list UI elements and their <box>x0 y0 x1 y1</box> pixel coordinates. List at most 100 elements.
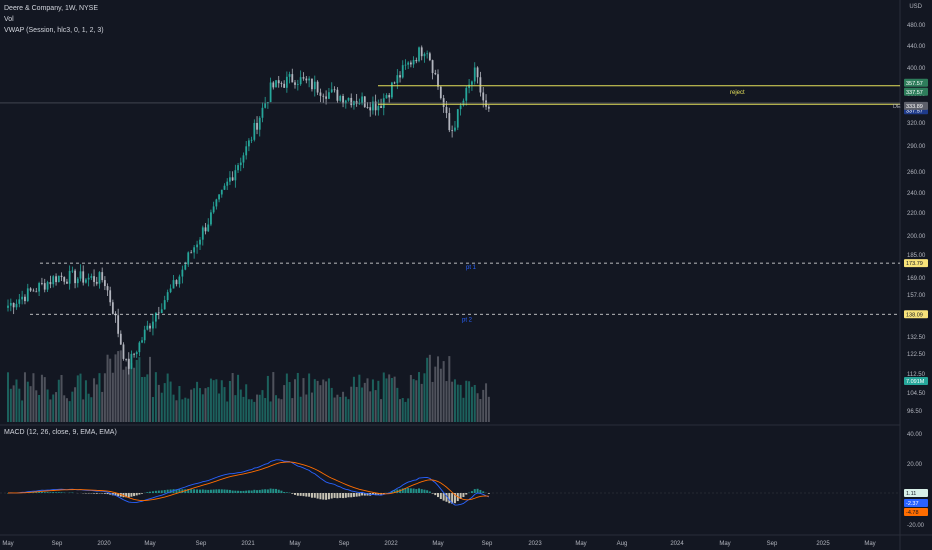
macd-histogram-bar <box>187 489 190 493</box>
volume-bar <box>333 397 336 422</box>
volume-bar <box>431 381 434 422</box>
tag-level-top-text: 357.57 <box>906 81 923 87</box>
candle-body <box>445 106 448 114</box>
candle-body <box>374 101 377 111</box>
candle-body <box>87 277 90 280</box>
macd-histogram-bar <box>166 489 169 493</box>
time-tick-label: May <box>432 541 443 547</box>
volume-bar <box>114 354 117 422</box>
candle-body <box>9 302 12 306</box>
candle-body <box>253 122 256 140</box>
volume-bar <box>218 393 221 422</box>
candle-body <box>218 194 220 200</box>
candle-body <box>308 78 311 81</box>
candle-body <box>302 77 305 79</box>
volume-bar <box>187 398 190 422</box>
volume-bar <box>247 399 250 422</box>
volume-bar <box>98 373 101 422</box>
volume-bar <box>26 381 29 422</box>
macd-histogram-bar <box>325 493 328 500</box>
volume-bar <box>245 384 248 422</box>
macd-histogram-bar <box>296 493 299 496</box>
volume-bar <box>390 378 393 422</box>
tag-macd-line-text: -2.37 <box>906 501 919 507</box>
volume-bar <box>285 373 288 422</box>
macd-histogram-bar <box>49 492 52 493</box>
candle-body <box>41 283 43 284</box>
candle-body <box>26 288 29 302</box>
macd-histogram-bar <box>277 489 280 493</box>
macd-histogram-bar <box>423 489 426 493</box>
price-tick-label: 400.00 <box>907 66 926 72</box>
candle-body <box>160 309 163 314</box>
pt2-label: pt 2 <box>462 317 473 323</box>
candle-body <box>418 47 420 62</box>
volume-bar <box>423 373 426 422</box>
volume-bar <box>361 387 364 422</box>
candle-body <box>471 81 473 85</box>
macd-histogram-bar <box>266 489 269 493</box>
volume-bar <box>482 389 485 422</box>
macd-histogram-bar <box>302 493 305 497</box>
macd-histogram-bar <box>333 493 336 498</box>
price-candles <box>7 45 490 375</box>
macd-histogram-bar <box>250 490 253 493</box>
candle-body <box>157 312 160 314</box>
volume-bar <box>485 383 488 422</box>
candle-body <box>18 299 21 304</box>
candle-body <box>261 107 264 118</box>
macd-histogram-bar <box>412 488 415 493</box>
tag-macd-hist-bg <box>904 489 928 497</box>
macd-histogram-bar <box>462 493 465 498</box>
macd-histogram-bar <box>55 492 58 493</box>
volume-bar <box>43 377 46 422</box>
macd-histogram-bar <box>258 489 261 493</box>
volume-bar <box>355 386 358 422</box>
macd-histogram-bar <box>109 493 112 495</box>
volume-bar <box>374 390 377 422</box>
candle-body <box>245 146 248 156</box>
candle-body <box>109 290 112 303</box>
volume-bar <box>288 382 291 422</box>
volume-bar <box>163 383 166 422</box>
macd-histogram-bar <box>135 493 138 496</box>
volume-bar <box>470 386 473 422</box>
candle-body <box>106 286 109 291</box>
volume-bar <box>283 385 286 422</box>
candle-body <box>407 62 410 65</box>
volume-bar <box>46 389 49 422</box>
volume-bar <box>122 369 125 422</box>
macd-histogram-bar <box>269 488 272 493</box>
macd-histogram-bar <box>223 489 226 493</box>
volume-bar <box>388 374 391 422</box>
time-tick-label: Aug <box>617 541 628 547</box>
candle-body <box>437 74 439 87</box>
time-tick-label: May <box>2 541 13 547</box>
volume-bar <box>294 379 296 422</box>
macd-histogram-bar <box>114 493 117 496</box>
price-tick-label: 260.00 <box>907 170 926 176</box>
macd-histogram-bar <box>305 493 308 497</box>
volume-bar <box>151 396 154 422</box>
price-tick-label: 169.00 <box>907 276 926 282</box>
candle-body <box>196 244 198 248</box>
volume-bar <box>342 391 345 422</box>
volume-bar <box>239 389 242 422</box>
candle-body <box>366 107 369 108</box>
candle-body <box>85 279 87 283</box>
candle-body <box>193 247 196 253</box>
volume-bar <box>87 393 90 422</box>
volume-bar <box>172 394 175 422</box>
volume-bar <box>476 393 479 422</box>
candle-body <box>130 353 133 369</box>
volume-bar <box>487 396 490 422</box>
candle-body <box>264 103 267 108</box>
tag-pt2-text: 138.09 <box>906 312 923 318</box>
candle-body <box>311 78 313 90</box>
price-tick-label: 440.00 <box>907 44 926 50</box>
candle-body <box>127 358 130 369</box>
candle-body <box>152 321 154 329</box>
volume-bar <box>404 401 407 422</box>
candle-body <box>275 80 277 88</box>
